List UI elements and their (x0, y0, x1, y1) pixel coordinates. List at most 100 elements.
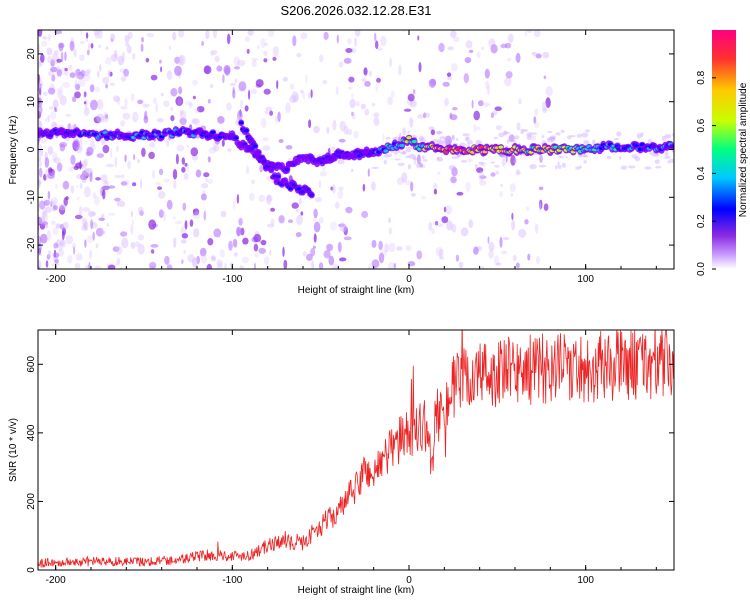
noise-blob (259, 165, 263, 173)
noise-blob (56, 68, 62, 77)
noise-blob (433, 188, 437, 195)
noise-blob (80, 30, 83, 36)
noise-blob (511, 219, 516, 231)
noise-blob (244, 105, 249, 112)
noise-blob (339, 223, 348, 233)
noise-blob (79, 160, 82, 170)
noise-blob (258, 247, 267, 254)
noise-blob (539, 154, 543, 163)
noise-blob (55, 223, 61, 229)
noise-blob (233, 56, 240, 66)
noise-blob (451, 135, 455, 141)
noise-blob (159, 59, 162, 64)
noise-blob (444, 98, 449, 106)
branch-core (297, 187, 302, 191)
noise-blob (237, 59, 246, 67)
noise-blob (181, 157, 185, 165)
noise-blob (72, 96, 77, 103)
noise-blob (96, 99, 104, 110)
noise-blob (140, 178, 142, 189)
noise-blob (67, 123, 72, 130)
noise-blob (671, 149, 674, 153)
noise-blob (158, 209, 164, 219)
noise-blob (242, 237, 249, 245)
noise-blob (436, 131, 443, 134)
noise-blob (172, 168, 178, 180)
noise-blob (92, 231, 95, 241)
noise-blob (661, 135, 666, 142)
noise-blob (490, 172, 496, 177)
noise-blob (97, 70, 100, 78)
noise-blob (130, 210, 134, 218)
noise-blob (201, 40, 205, 47)
noise-blob (40, 53, 45, 63)
noise-blob (418, 62, 422, 73)
noise-blob (139, 210, 144, 216)
noise-blob (331, 184, 336, 194)
noise-blob (583, 155, 589, 158)
noise-blob (542, 107, 548, 113)
noise-blob (348, 76, 355, 83)
noise-blob (232, 238, 238, 248)
noise-blob (178, 54, 186, 66)
noise-blob (137, 99, 144, 105)
noise-blob (191, 118, 199, 125)
noise-blob (244, 36, 251, 42)
noise-blob (269, 249, 272, 256)
noise-blob (69, 40, 75, 52)
noise-blob (175, 153, 179, 165)
noise-blob (217, 116, 225, 124)
noise-blob (192, 257, 198, 268)
noise-blob (446, 220, 453, 231)
noise-blob (398, 150, 401, 154)
noise-blob (51, 201, 56, 205)
noise-blob (92, 144, 96, 151)
noise-blob (407, 93, 415, 102)
noise-blob (219, 249, 225, 258)
noise-blob (58, 203, 67, 211)
noise-blob (421, 195, 427, 200)
noise-blob (514, 55, 518, 61)
noise-blob (203, 172, 210, 178)
noise-blob (555, 165, 558, 170)
noise-blob (99, 64, 102, 72)
noise-blob (160, 92, 164, 97)
branch-core (309, 193, 314, 197)
noise-blob (433, 182, 438, 191)
snr-frame (37, 329, 675, 571)
noise-blob (263, 42, 269, 46)
noise-blob (466, 142, 470, 148)
colorbar-tick-label: 0.2 (696, 214, 707, 228)
noise-blob (53, 204, 58, 211)
noise-blob (98, 44, 102, 49)
snr-series-line (38, 330, 674, 568)
noise-blob (105, 83, 109, 89)
noise-blob (270, 218, 275, 226)
noise-blob (180, 239, 187, 244)
noise-blob (266, 223, 275, 228)
noise-blob (150, 244, 159, 248)
noise-blob (179, 55, 184, 66)
ridge-core (155, 130, 161, 134)
noise-blob (187, 254, 195, 263)
noise-blob (79, 137, 84, 142)
noise-blob (522, 129, 529, 132)
noise-blob (272, 46, 279, 57)
noise-blob (46, 230, 51, 241)
noise-blob (190, 147, 199, 157)
noise-blob (69, 72, 76, 78)
noise-blob (155, 181, 161, 185)
noise-blob (337, 190, 343, 200)
noise-blob (45, 168, 50, 180)
noise-blob (293, 93, 299, 103)
noise-blob (89, 171, 93, 183)
noise-blob (205, 30, 210, 40)
x-tick-label: 0 (406, 575, 412, 586)
noise-blob (150, 249, 155, 254)
branch-core (253, 144, 258, 148)
noise-blob (164, 255, 170, 265)
noise-blob (560, 129, 565, 133)
noise-blob (83, 91, 87, 98)
noise-blob (141, 36, 144, 43)
